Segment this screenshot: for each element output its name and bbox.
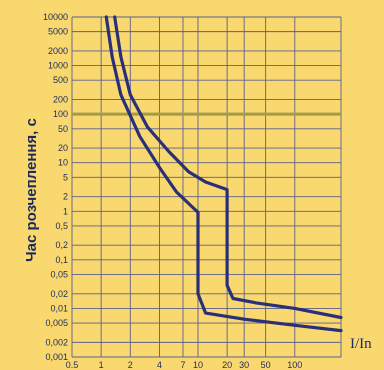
y-tick-label-14: 0,2 [55, 240, 68, 250]
x-tick-label-2: 2 [128, 360, 133, 370]
y-tick-label-18: 0,01 [50, 303, 68, 313]
y-tick-label-15: 0,1 [55, 255, 68, 265]
y-tick-labels: 10000 5000 2000 1000 500 200 100 50 20 10 5 2 1 0,5 0,… [43, 12, 68, 362]
y-tick-label-8: 20 [58, 143, 68, 153]
x-tick-label-5: 10 [193, 360, 203, 370]
y-tick-label-13: 0,5 [55, 221, 68, 231]
y-tick-label-1: 5000 [48, 27, 68, 37]
x-tick-label-3: 4 [157, 360, 162, 370]
y-tick-label-0: 10000 [43, 12, 68, 22]
x-tick-label-0: 0.5 [66, 360, 79, 370]
x-tick-label-7: 30 [239, 360, 249, 370]
y-tick-label-21: 0,001 [45, 352, 68, 362]
y-tick-label-17: 0,02 [50, 289, 68, 299]
y-tick-label-2: 2000 [48, 46, 68, 56]
x-tick-label-9: 100 [287, 360, 302, 370]
x-tick-label-6: 20 [222, 360, 232, 370]
series-layer [104, 15, 343, 333]
x-tick-label-8: 50 [261, 360, 271, 370]
y-tick-label-7: 50 [58, 124, 68, 134]
series-curve-1 [113, 15, 343, 320]
x-tick-labels: 0.5 1 2 4 7 10 20 30 50 100 [66, 360, 303, 370]
y-tick-label-16: 0,05 [50, 269, 68, 279]
y-tick-label-3: 1000 [48, 61, 68, 71]
y-tick-label-10: 5 [63, 172, 68, 182]
grid [71, 16, 342, 358]
x-tick-label-1: 1 [99, 360, 104, 370]
y-tick-label-4: 500 [53, 75, 68, 85]
y-tick-label-9: 10 [58, 158, 68, 168]
x-tick-label-4: 7 [180, 360, 185, 370]
y-tick-label-20: 0,002 [45, 337, 68, 347]
x-axis-label: I/In [350, 336, 372, 352]
y-axis-label: Час розчеплення, с [23, 118, 40, 262]
y-tick-label-12: 1 [63, 206, 68, 216]
y-tick-label-19: 0,005 [45, 318, 68, 328]
y-tick-label-5: 200 [53, 95, 68, 105]
series-curve-2 [104, 15, 343, 333]
y-tick-label-11: 2 [63, 192, 68, 202]
y-tick-label-6: 100 [53, 109, 68, 119]
